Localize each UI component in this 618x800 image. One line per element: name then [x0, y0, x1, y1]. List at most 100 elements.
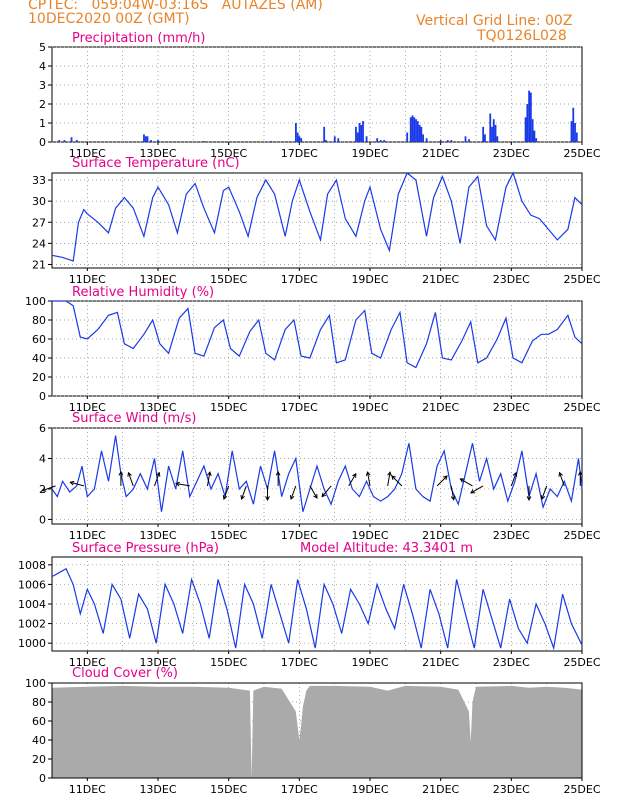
wind-arrow-shaft [290, 485, 297, 500]
panel-6-xtick-label: 19DEC [351, 783, 388, 796]
panel-2-xtick-label: 11DEC [69, 273, 106, 286]
panel-2-ytick-label: 24 [32, 237, 46, 250]
precip-bar [526, 104, 529, 142]
wind-arrow-head [365, 471, 371, 477]
panel-4-frame [51, 427, 583, 525]
panel-6-ytick-label: 40 [32, 734, 46, 747]
panel-3-xtick-label: 19DEC [351, 401, 388, 414]
wind-arrow-shaft [541, 485, 548, 500]
panel-1-ytick-label: 5 [39, 41, 46, 54]
panel-1-frame [51, 46, 583, 143]
precip-bar [572, 107, 575, 142]
panel-5-title: Surface Pressure (hPa) [72, 541, 219, 556]
precip-bar [296, 132, 299, 142]
wind-arrow-shaft [470, 485, 484, 494]
panel-1-ytick-label: 3 [39, 79, 46, 92]
wind-arrow-head [69, 480, 75, 486]
precip-bar [422, 134, 424, 142]
precip-bar [203, 141, 205, 142]
panel-6-xtick-label: 17DEC [281, 783, 318, 796]
panel-1-ytick-label: 0 [39, 136, 46, 149]
wind-arrow-head [207, 471, 212, 477]
precip-bar [575, 132, 578, 142]
panel-4-ytick-label: 4 [39, 452, 46, 465]
panel-1-ytick-label: 1 [39, 117, 46, 130]
precip-bar [528, 90, 530, 142]
panel-5-annotation: Model Altitude: 43.3401 m [300, 541, 473, 556]
precip-bar [157, 140, 159, 142]
wind-arrow-shaft [559, 472, 565, 487]
wind-arrow-head [118, 470, 124, 476]
precip-bar [464, 136, 467, 142]
precip-bar [143, 134, 145, 142]
precip-bar [300, 138, 303, 142]
wind-arrow-shaft [153, 472, 160, 487]
panel-6-frame-top [51, 682, 583, 779]
header-station: CPTEC: 059:04W-03:16S AUTAZES (AM) [28, 0, 323, 13]
wind-arrow-shaft [241, 485, 247, 500]
panel-6-xtick-label: 25DEC [563, 783, 600, 796]
wind-arrow-head [540, 495, 546, 501]
panel-2-xtick-label: 13DEC [139, 273, 176, 286]
panel-5-xtick-label: 15DEC [210, 656, 247, 669]
panel-6-xtick-label: 21DEC [422, 783, 459, 796]
precip-bar [333, 136, 336, 142]
panel-6-xtick-label: 11DEC [69, 783, 106, 796]
header-date: 10DEC2020 00Z (GMT) [28, 11, 190, 27]
panel-5-ytick-label: 1002 [18, 618, 46, 631]
panel-5-xtick-label: 13DEC [139, 656, 176, 669]
panel-6-xtick-label: 13DEC [139, 783, 176, 796]
wind-arrow-shaft [510, 472, 517, 487]
wind-arrow-head [155, 471, 161, 477]
panel-5-ytick-label: 1000 [18, 637, 46, 650]
precip-bar [494, 124, 497, 142]
wind-arrow-shaft [387, 472, 391, 486]
panel-6-ytick-label: 100 [25, 677, 46, 690]
panel-1-title: Precipitation (mm/h) [72, 31, 205, 46]
panel-5-xtick-label: 23DEC [493, 656, 530, 669]
panel-5-xtick-label: 19DEC [351, 656, 388, 669]
wind-arrow-head [387, 471, 392, 477]
precip-bar [365, 136, 368, 142]
wind-arrow-head [391, 475, 396, 480]
panel-3-xtick-label: 11DEC [69, 401, 106, 414]
panel-2-frame [51, 172, 583, 269]
precip-bar [489, 113, 492, 142]
panel-4-ytick-label: 0 [39, 513, 46, 526]
precip-bar [535, 138, 538, 142]
precip-bar [379, 140, 382, 142]
wind-arrow-head [321, 492, 327, 498]
panel-4-xtick-label: 23DEC [493, 529, 530, 542]
panel-2-title: Surface Temperature (nC) [72, 156, 240, 171]
wind-arrow-head [470, 489, 475, 494]
panel-6-ytick-label: 0 [39, 772, 46, 785]
panel-3-series-line [52, 300, 583, 369]
wind-arrow-head [289, 495, 295, 501]
precip-bar [413, 117, 416, 142]
wind-arrow-shaft [206, 472, 211, 486]
panel-3-xtick-label: 21DEC [422, 401, 459, 414]
precip-bar [323, 126, 326, 142]
wind-arrow-head [275, 470, 281, 476]
precip-bar [58, 140, 61, 142]
panel-1-xtick-label: 25DEC [563, 147, 600, 160]
panel-1-xtick-label: 21DEC [422, 147, 459, 160]
panel-1-xtick-label: 19DEC [351, 147, 388, 160]
panel-1-xtick-label: 11DEC [69, 147, 106, 160]
precip-bar [491, 126, 493, 142]
wind-arrow-shaft [175, 482, 190, 487]
wind-arrow-head [313, 494, 318, 499]
panel-4-ytick-label: 2 [39, 483, 46, 496]
precip-bar [425, 138, 428, 142]
wind-arrow-head [41, 487, 47, 492]
wind-arrow-shaft [348, 473, 357, 487]
wind-arrow-head [459, 478, 465, 483]
panel-5-ytick-label: 1008 [18, 559, 46, 572]
panel-2-ytick-label: 21 [32, 258, 46, 271]
panel-4-xtick-label: 21DEC [422, 529, 459, 542]
panel-3-ytick-label: 80 [32, 314, 46, 327]
header-grid-note: Vertical Grid Line: 00Z [416, 13, 573, 29]
panel-6-xtick-label: 23DEC [493, 783, 530, 796]
wind-arrow-head [222, 495, 228, 501]
panel-4-xtick-label: 13DEC [139, 529, 176, 542]
